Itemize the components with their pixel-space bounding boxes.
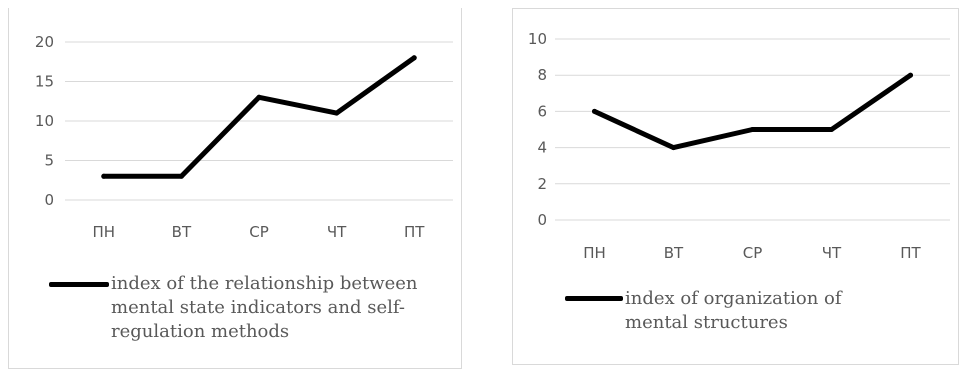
y-tick-label: 10 xyxy=(35,112,54,130)
chart-organization-index: 0 2 4 6 8 10 ПН ВТ СР ЧТ ПТ index of organization… xyxy=(512,8,959,365)
y-tick-label: 15 xyxy=(35,73,54,91)
legend-label: index of the relationship between mental… xyxy=(111,273,418,342)
data-point xyxy=(334,110,340,116)
x-tick-label: ВТ xyxy=(172,223,192,241)
data-point xyxy=(411,55,417,61)
y-tick-label: 20 xyxy=(35,33,54,51)
gridlines xyxy=(65,41,453,201)
chart-relationship-plot: 0 5 10 15 20 ПН ВТ СР ЧТ ПТ xyxy=(35,33,453,241)
y-axis-ticks: 0 5 10 15 20 xyxy=(35,33,54,209)
x-tick-label: ПТ xyxy=(404,223,425,241)
series-marks xyxy=(101,55,417,179)
legend-label: index of organization of mental structur… xyxy=(625,288,842,333)
x-tick-label: ПН xyxy=(93,223,116,241)
data-point xyxy=(101,173,107,179)
data-point xyxy=(908,72,913,78)
x-tick-label: СР xyxy=(743,244,763,262)
data-point xyxy=(750,127,755,132)
series-marks xyxy=(592,72,913,151)
data-point xyxy=(829,127,834,132)
chart-organization-plot: 0 2 4 6 8 10 ПН ВТ СР ЧТ ПТ xyxy=(528,30,950,262)
gridlines xyxy=(555,38,950,221)
y-tick-label: 6 xyxy=(537,102,547,120)
x-tick-label: ЧТ xyxy=(822,244,842,262)
data-point xyxy=(256,94,262,100)
y-tick-label: 0 xyxy=(537,211,547,229)
x-tick-label: ПН xyxy=(583,244,606,262)
legend-line-swatch xyxy=(49,282,109,287)
data-point xyxy=(671,145,676,151)
x-tick-label: ВТ xyxy=(664,244,684,262)
data-point xyxy=(178,173,184,179)
x-axis-ticks: ПН ВТ СР ЧТ ПТ xyxy=(583,244,921,262)
y-tick-label: 10 xyxy=(528,30,547,48)
x-tick-label: ПТ xyxy=(900,244,921,262)
y-tick-label: 8 xyxy=(537,66,547,84)
chart-relationship-index: 0 5 10 15 20 ПН ВТ СР ЧТ ПТ index of the relatio… xyxy=(8,8,462,369)
x-tick-label: ЧТ xyxy=(327,223,347,241)
y-tick-label: 0 xyxy=(44,191,54,209)
series-line xyxy=(101,55,417,179)
y-tick-label: 4 xyxy=(537,139,547,157)
data-point xyxy=(592,108,597,114)
legend: index of organization of mental structur… xyxy=(565,287,895,335)
y-tick-label: 5 xyxy=(44,152,54,170)
x-tick-label: СР xyxy=(249,223,269,241)
y-axis-ticks: 0 2 4 6 8 10 xyxy=(528,30,547,229)
legend: index of the relationship between mental… xyxy=(49,272,459,344)
legend-line-swatch xyxy=(565,296,623,301)
x-axis-ticks: ПН ВТ СР ЧТ ПТ xyxy=(93,223,426,241)
y-tick-label: 2 xyxy=(537,175,547,193)
